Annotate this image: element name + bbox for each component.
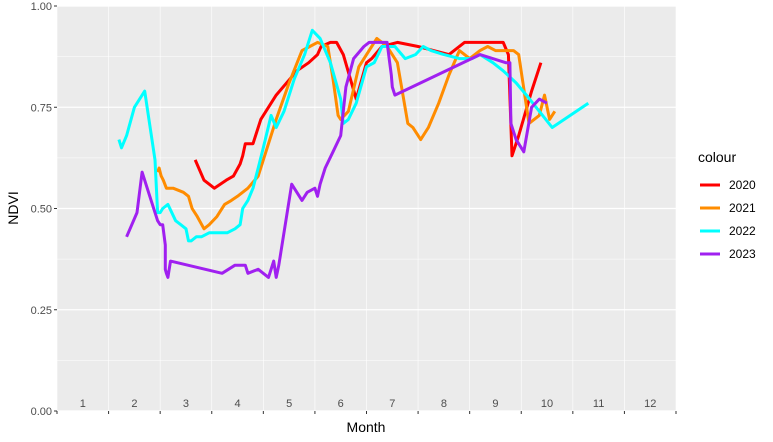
y-tick-label: 0.50 <box>31 204 52 216</box>
legend-label-2023: 2023 <box>729 247 756 261</box>
x-tick-label: 1 <box>80 398 86 410</box>
x-tick-label: 8 <box>441 398 447 410</box>
x-tick-label: 6 <box>338 398 344 410</box>
x-tick-label: 3 <box>183 398 189 410</box>
x-tick-label: 2 <box>131 398 137 410</box>
y-tick-label: 1.00 <box>31 1 52 13</box>
x-tick-label: 9 <box>492 398 498 410</box>
x-tick-label: 10 <box>541 398 553 410</box>
x-tick-label: 7 <box>389 398 395 410</box>
x-tick-label: 11 <box>593 398 604 410</box>
series-line-2023 <box>125 40 548 279</box>
series-lines <box>117 28 590 279</box>
axes: 0.000.250.500.751.001 2 3 4 5 6 7 8 9 10 11 12 <box>31 1 677 418</box>
legend: colour 2020 2021 2022 2023 <box>698 149 756 261</box>
series-line-2022 <box>117 28 590 243</box>
x-tick-label: 12 <box>644 398 656 410</box>
x-axis-title: Month <box>347 419 386 435</box>
y-axis-title: NDVI <box>5 191 21 224</box>
legend-label-2020: 2020 <box>729 178 756 192</box>
legend-label-2021: 2021 <box>729 201 756 215</box>
grid-lines <box>56 5 677 412</box>
x-tick-label: 4 <box>234 398 240 410</box>
legend-title: colour <box>698 149 736 165</box>
y-tick-label: 0.25 <box>31 305 52 317</box>
y-tick-label: 0.00 <box>31 406 52 418</box>
series-line-2020 <box>193 40 543 190</box>
x-tick-label: 5 <box>286 398 292 410</box>
series-line-2021 <box>156 36 557 231</box>
legend-label-2022: 2022 <box>729 224 756 238</box>
y-tick-label: 0.75 <box>31 102 52 114</box>
